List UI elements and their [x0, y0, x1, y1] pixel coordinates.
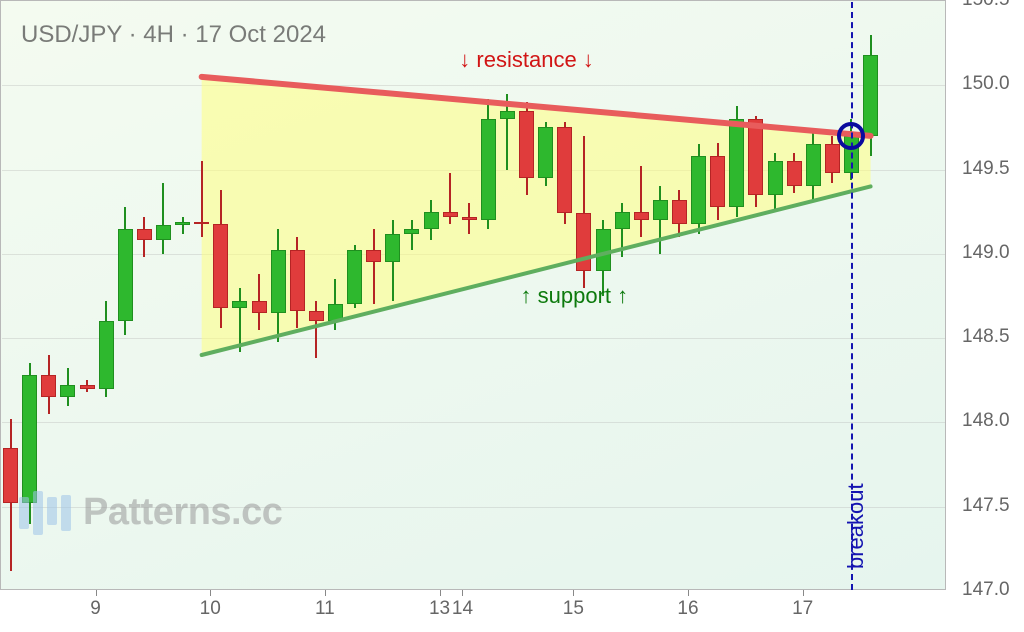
watermark-candles-icon [19, 489, 71, 535]
y-axis-label: 150.0 [962, 73, 1010, 95]
x-axis-label: 10 [200, 598, 221, 620]
y-axis-label: 147.0 [962, 579, 1010, 601]
y-axis-label: 150.5 [962, 0, 1010, 11]
x-axis-label: 14 [452, 598, 473, 620]
y-axis: 147.0147.5148.0148.5149.0149.5150.0150.5 [946, 0, 1024, 590]
resistance-label: ↓ resistance ↓ [459, 47, 594, 73]
y-axis-label: 148.5 [962, 326, 1010, 348]
x-axis-label: 11 [315, 598, 335, 620]
x-axis-label: 15 [563, 598, 584, 620]
breakout-label: breakout [843, 483, 869, 569]
x-axis-label: 9 [90, 598, 101, 620]
x-axis-label: 16 [677, 598, 698, 620]
watermark-text: Patterns.cc [83, 491, 282, 534]
y-axis-label: 149.5 [962, 158, 1010, 180]
candlestick-chart: USD/JPY · 4H · 17 Oct 2024 Patterns.cc ↓… [0, 0, 946, 590]
chart-title: USD/JPY · 4H · 17 Oct 2024 [21, 21, 326, 49]
y-axis-label: 149.0 [962, 242, 1010, 264]
x-axis: 9 10 11 1314 15 16 17 [0, 590, 946, 632]
x-axis-label: 17 [792, 598, 813, 620]
support-label: ↑ support ↑ [521, 283, 629, 309]
y-axis-label: 148.0 [962, 410, 1010, 432]
x-axis-label: 13 [429, 598, 450, 620]
watermark: Patterns.cc [19, 489, 282, 535]
y-axis-label: 147.5 [962, 495, 1010, 517]
